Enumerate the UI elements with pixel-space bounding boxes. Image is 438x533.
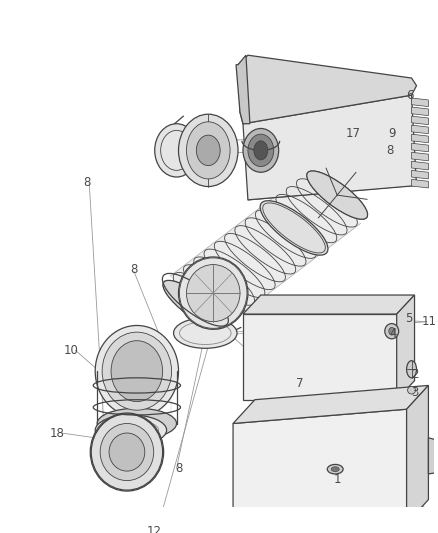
Text: 8: 8	[84, 176, 91, 189]
Text: 8: 8	[130, 263, 138, 276]
Polygon shape	[412, 171, 428, 179]
Ellipse shape	[408, 386, 416, 394]
Text: 18: 18	[50, 426, 65, 440]
Polygon shape	[236, 55, 250, 124]
Ellipse shape	[163, 280, 224, 329]
Text: 10: 10	[64, 344, 79, 357]
Ellipse shape	[254, 141, 268, 160]
Ellipse shape	[97, 408, 177, 439]
Text: 8: 8	[386, 144, 393, 157]
Ellipse shape	[327, 464, 343, 474]
Ellipse shape	[95, 415, 166, 446]
Ellipse shape	[187, 264, 240, 322]
Polygon shape	[428, 438, 438, 474]
Ellipse shape	[307, 171, 367, 219]
Polygon shape	[243, 314, 397, 400]
Text: 17: 17	[346, 127, 360, 140]
Ellipse shape	[331, 467, 339, 472]
Ellipse shape	[406, 361, 417, 378]
Polygon shape	[233, 409, 406, 533]
Ellipse shape	[179, 257, 248, 329]
Ellipse shape	[109, 433, 145, 471]
Ellipse shape	[173, 318, 237, 349]
Text: 3: 3	[411, 385, 418, 399]
Text: 2: 2	[411, 368, 418, 381]
Polygon shape	[412, 180, 428, 188]
Ellipse shape	[248, 134, 274, 166]
Text: 8: 8	[175, 462, 182, 475]
Ellipse shape	[155, 124, 198, 177]
Text: 9: 9	[388, 127, 396, 140]
Polygon shape	[397, 295, 414, 400]
Ellipse shape	[196, 135, 220, 166]
Ellipse shape	[385, 324, 399, 339]
Ellipse shape	[102, 332, 172, 410]
Text: 7: 7	[296, 377, 303, 390]
Ellipse shape	[95, 326, 179, 417]
Ellipse shape	[111, 341, 162, 401]
Polygon shape	[412, 161, 428, 170]
Polygon shape	[238, 55, 417, 124]
Polygon shape	[412, 125, 428, 134]
Polygon shape	[412, 134, 428, 143]
Text: 5: 5	[405, 312, 412, 325]
Polygon shape	[412, 107, 428, 116]
Polygon shape	[412, 152, 428, 161]
Polygon shape	[170, 167, 360, 333]
Polygon shape	[412, 116, 428, 125]
Text: 12: 12	[146, 524, 161, 533]
Polygon shape	[412, 143, 428, 152]
Ellipse shape	[91, 414, 162, 490]
Polygon shape	[243, 95, 417, 200]
Text: 11: 11	[422, 315, 437, 328]
Polygon shape	[233, 385, 428, 424]
Polygon shape	[406, 385, 428, 523]
Polygon shape	[243, 295, 414, 314]
Ellipse shape	[100, 424, 154, 481]
Text: 6: 6	[406, 88, 413, 102]
Ellipse shape	[243, 128, 279, 172]
Text: 4: 4	[389, 327, 396, 340]
Text: 1: 1	[333, 473, 341, 486]
Ellipse shape	[389, 327, 395, 335]
Ellipse shape	[187, 122, 230, 179]
Polygon shape	[412, 98, 428, 107]
Ellipse shape	[260, 201, 328, 255]
Ellipse shape	[179, 114, 238, 187]
